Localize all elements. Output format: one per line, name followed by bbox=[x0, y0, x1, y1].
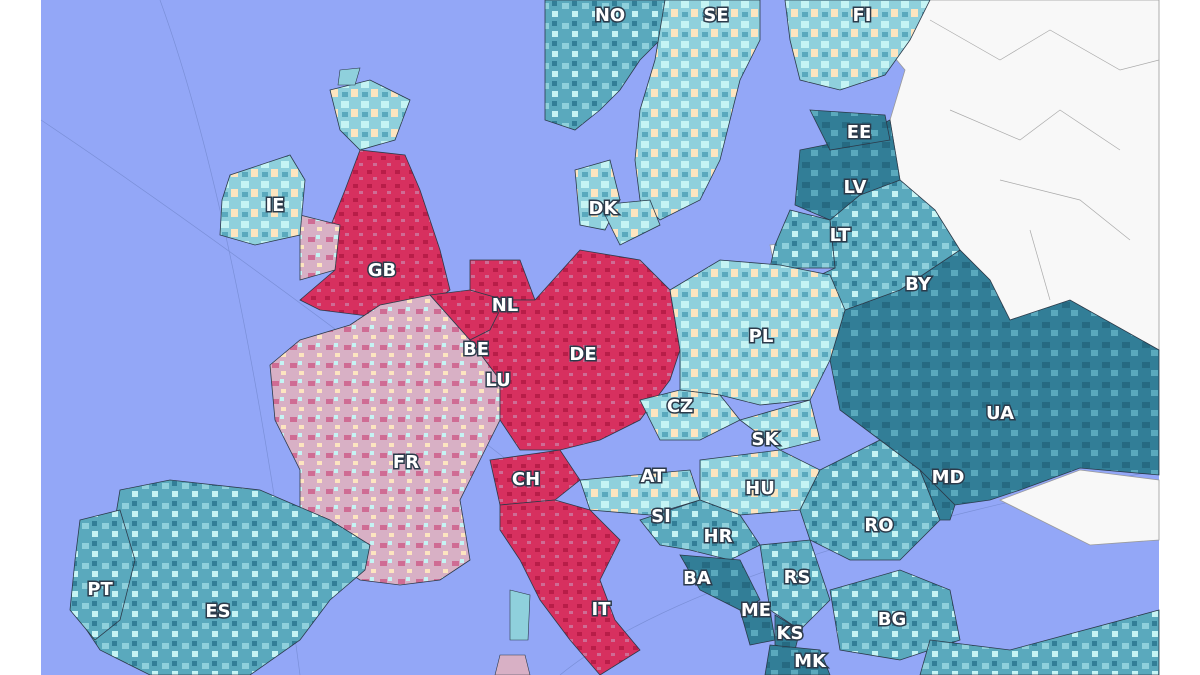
country-label-by: BY bbox=[905, 274, 932, 295]
country-label-se: SE bbox=[703, 5, 728, 26]
islands bbox=[337, 67, 531, 675]
outside-margin-right bbox=[1159, 0, 1200, 675]
country-label-no: NO bbox=[595, 5, 625, 26]
country-label-nl: NL bbox=[492, 295, 519, 316]
country-label-hu: HU bbox=[745, 478, 775, 499]
western-europe bbox=[269, 249, 701, 675]
country-label-ro: RO bbox=[864, 515, 893, 536]
outside-margin-left bbox=[0, 0, 41, 675]
iberia bbox=[69, 479, 371, 675]
country-label-bg: BG bbox=[878, 609, 907, 630]
country-label-si: SI bbox=[651, 506, 671, 527]
country-label-de: DE bbox=[569, 344, 596, 365]
scandinavia bbox=[544, 0, 931, 246]
country-label-ie: IE bbox=[266, 195, 285, 216]
country-label-lt: LT bbox=[830, 225, 851, 246]
country-label-ba: BA bbox=[683, 568, 711, 589]
east-region bbox=[769, 109, 1160, 506]
country-label-me: ME bbox=[741, 600, 771, 621]
country-label-gb: GB bbox=[368, 260, 397, 281]
country-label-md: MD bbox=[932, 467, 965, 488]
country-label-lu: LU bbox=[485, 370, 510, 391]
country-label-fi: FI bbox=[853, 5, 872, 26]
country-label-sk: SK bbox=[752, 429, 780, 450]
country-label-cz: CZ bbox=[667, 396, 693, 417]
country-label-pt: PT bbox=[87, 579, 113, 600]
country-label-ua: UA bbox=[986, 403, 1014, 424]
country-label-es: ES bbox=[205, 601, 230, 622]
country-label-be: BE bbox=[463, 339, 489, 360]
country-label-at: AT bbox=[641, 466, 667, 487]
british-isles bbox=[219, 79, 451, 321]
country-labels: NO SE FI EE LV LT DK IE GB NL BE LU DE P… bbox=[86, 4, 1016, 674]
country-label-pl: PL bbox=[749, 326, 774, 347]
country-label-mk: MK bbox=[794, 651, 827, 672]
country-label-ch: CH bbox=[512, 469, 540, 490]
country-label-ks: KS bbox=[777, 623, 804, 644]
country-label-ee: EE bbox=[847, 122, 872, 143]
central-eastern-europe bbox=[639, 259, 1160, 675]
country-label-lv: LV bbox=[844, 177, 867, 198]
country-label-rs: RS bbox=[784, 567, 811, 588]
country-label-hr: HR bbox=[704, 526, 733, 547]
country-label-fr: FR bbox=[393, 452, 419, 473]
country-label-it: IT bbox=[592, 599, 612, 620]
country-label-dk: DK bbox=[589, 198, 619, 219]
